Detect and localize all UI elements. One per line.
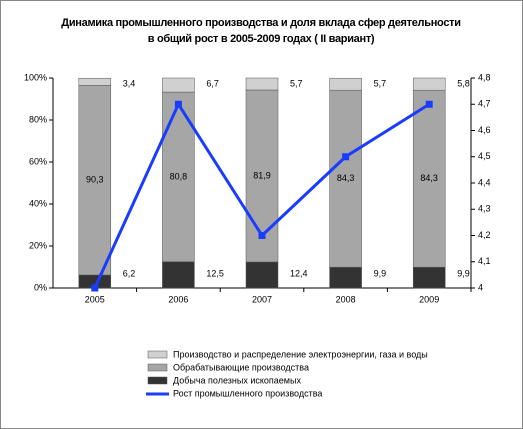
y-tick-label: 20% — [29, 240, 47, 250]
bar-segment — [329, 89, 362, 268]
y2-tick-label: 4,3 — [478, 204, 491, 214]
y2-tick-label: 4,5 — [478, 151, 491, 161]
y-tick-label: 0% — [34, 282, 47, 292]
x-tick-label: 2008 — [336, 294, 356, 304]
data-label: 81,9 — [253, 170, 271, 180]
y2-tick-label: 4,7 — [478, 99, 491, 109]
bar-segment — [245, 77, 279, 91]
y2-tick-label: 4,6 — [478, 125, 491, 135]
y-tick-label: 60% — [29, 156, 47, 166]
y2-tick-label: 4,2 — [478, 230, 491, 240]
bar-segment — [245, 261, 279, 289]
x-tick-label: 2006 — [168, 294, 188, 304]
data-label: 3,4 — [123, 78, 136, 88]
bar-segment — [162, 261, 195, 289]
data-label: 84,3 — [420, 173, 438, 183]
x-tick-label: 2009 — [419, 294, 439, 304]
bar-segment — [162, 77, 195, 93]
bar-segment — [78, 77, 112, 86]
data-label: 5,8 — [457, 78, 470, 88]
y2-tick-label: 4,8 — [478, 72, 491, 82]
y-tick-label: 40% — [29, 198, 47, 208]
bar-segment — [412, 77, 446, 91]
data-label: 6,7 — [206, 78, 219, 88]
data-label: 12,4 — [290, 268, 308, 278]
legend-swatch — [147, 376, 168, 385]
bar-segment — [78, 85, 112, 276]
y2-tick-label: 4,1 — [478, 256, 491, 266]
data-label: 80,8 — [170, 171, 188, 181]
line-marker — [342, 153, 350, 161]
data-label: 5,7 — [374, 78, 387, 88]
data-label: 9,9 — [374, 268, 387, 278]
data-label: 90,3 — [86, 175, 104, 185]
line-marker — [258, 232, 266, 239]
bar-segment — [412, 266, 446, 289]
data-label: 9,9 — [457, 268, 470, 278]
line-marker — [425, 100, 433, 108]
legend-swatch — [147, 350, 168, 359]
data-label: 12,5 — [206, 268, 224, 278]
y-tick-label: 100% — [24, 72, 47, 82]
legend-label: Обрабатывающие производства — [173, 362, 309, 372]
bar-segment — [329, 266, 362, 289]
data-label: 84,3 — [337, 173, 355, 183]
x-tick-label: 2005 — [85, 294, 105, 304]
legend-label: Рост промышленного производства — [173, 388, 322, 398]
line-marker — [174, 100, 182, 108]
y-tick-label: 80% — [29, 114, 47, 124]
legend-label: Добыча полезных ископаемых — [173, 375, 301, 385]
x-tick-label: 2007 — [252, 294, 272, 304]
data-label: 5,7 — [290, 78, 303, 88]
bar-segment — [329, 77, 362, 91]
chart-title: Динамика промышленного производства и до… — [61, 17, 461, 45]
y2-tick-label: 4 — [478, 282, 483, 292]
legend-swatch — [147, 363, 168, 372]
legend-label: Производство и распределение электроэнер… — [173, 349, 428, 359]
y2-tick-label: 4,4 — [478, 177, 491, 187]
data-label: 6,2 — [123, 268, 136, 278]
line-marker — [91, 284, 99, 292]
